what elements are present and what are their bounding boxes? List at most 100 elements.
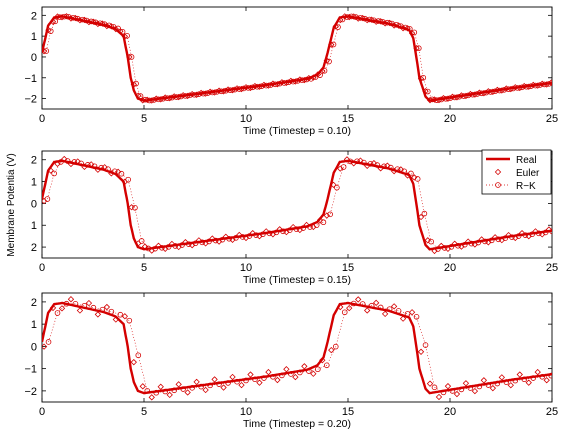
rk-point — [367, 161, 374, 167]
euler-point — [337, 165, 344, 172]
y-tick-label: 0 — [31, 198, 37, 210]
euler-point — [491, 234, 499, 241]
euler-point — [390, 167, 398, 175]
euler-point — [395, 22, 402, 29]
y-tick-label: −2 — [24, 386, 37, 398]
euler-point — [464, 238, 472, 245]
euler-point — [303, 221, 310, 229]
euler-point — [47, 167, 54, 174]
series-rk — [43, 13, 552, 104]
rk-point — [111, 168, 118, 175]
euler-point — [54, 160, 61, 168]
rk-point — [327, 211, 333, 218]
x-tick-label: 20 — [444, 113, 456, 125]
rk-point — [448, 244, 455, 250]
euler-point — [238, 381, 245, 389]
rk-point — [394, 166, 401, 172]
euler-point — [518, 229, 526, 237]
euler-point — [386, 19, 393, 27]
rk-point — [273, 229, 280, 236]
legend-circle-marker — [495, 182, 501, 188]
rk-point — [404, 311, 411, 317]
rk-point — [165, 244, 172, 250]
rk-point — [297, 369, 303, 376]
legend-diamond-marker — [494, 168, 502, 176]
euler-point — [364, 162, 371, 169]
rk-point — [192, 240, 199, 247]
rk-point — [326, 58, 332, 65]
rk-point — [180, 386, 186, 392]
euler-point — [498, 236, 505, 244]
rk-point — [90, 304, 97, 311]
euler-point — [516, 371, 523, 378]
rk-point — [323, 362, 330, 369]
euler-point — [377, 18, 384, 25]
rk-point — [421, 210, 428, 217]
series-real-line — [42, 301, 552, 395]
euler-point — [182, 239, 189, 246]
legend-euler-swatch — [494, 168, 502, 176]
euler-point — [438, 242, 445, 250]
rk-point — [118, 170, 125, 177]
euler-point — [121, 313, 128, 320]
rk-point — [99, 306, 106, 313]
euler-point — [525, 379, 532, 386]
rk-point — [515, 233, 522, 239]
rk-point — [341, 309, 348, 316]
euler-point — [408, 309, 416, 316]
rk-point — [138, 238, 145, 244]
euler-point — [108, 170, 115, 177]
rk-point — [368, 302, 375, 309]
series-euler — [42, 13, 552, 104]
euler-point — [543, 81, 550, 88]
euler-point — [202, 240, 209, 247]
x-axis-label: Time (Timestep = 0.20) — [243, 418, 351, 430]
rk-point — [428, 238, 434, 245]
euler-point — [144, 96, 151, 103]
euler-point — [390, 22, 398, 29]
euler-point — [372, 299, 380, 307]
euler-point — [94, 166, 102, 173]
euler-point — [346, 304, 353, 312]
euler-point — [148, 394, 155, 401]
rk-point — [332, 343, 339, 350]
euler-point — [485, 239, 492, 246]
rk-point — [126, 317, 133, 324]
rk-point — [124, 32, 130, 39]
euler-point — [283, 79, 290, 87]
legend-rk-swatch — [486, 182, 510, 188]
euler-point — [263, 228, 270, 235]
euler-point — [399, 25, 407, 32]
euler-point — [381, 20, 389, 27]
rk-point — [280, 228, 286, 235]
euler-point — [247, 371, 254, 378]
rk-point — [260, 231, 266, 238]
euler-point — [453, 390, 461, 398]
rk-point — [408, 170, 414, 177]
y-tick-label: 1 — [31, 220, 37, 232]
euler-point — [462, 92, 470, 100]
euler-point — [343, 156, 351, 163]
euler-point — [453, 94, 461, 101]
rk-point — [58, 159, 64, 165]
euler-point — [155, 242, 162, 249]
y-tick-label: 2 — [31, 297, 37, 309]
euler-point — [274, 81, 281, 88]
rk-point — [386, 306, 393, 312]
euler-point — [435, 393, 443, 401]
euler-point — [292, 78, 299, 85]
euler-point — [265, 82, 272, 89]
euler-point — [417, 75, 425, 82]
rk-point — [550, 80, 552, 86]
x-tick-label: 10 — [240, 406, 252, 418]
euler-point — [355, 296, 362, 303]
plot-area — [42, 296, 552, 401]
euler-point — [516, 84, 523, 92]
rk-point — [207, 382, 213, 389]
euler-point — [372, 18, 380, 25]
euler-point — [397, 166, 405, 173]
euler-point — [426, 380, 434, 387]
euler-point — [94, 311, 102, 318]
rk-point — [374, 162, 381, 168]
